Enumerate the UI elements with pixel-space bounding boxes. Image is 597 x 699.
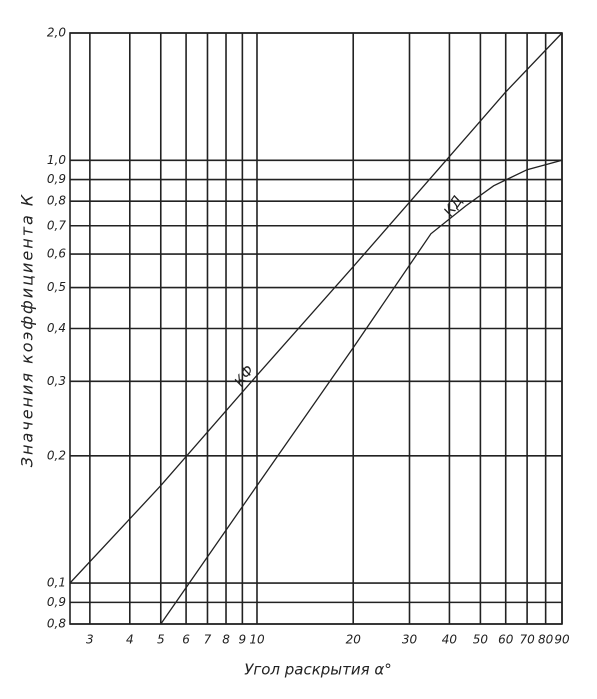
x-tick-label: 20: [346, 633, 362, 647]
x-tick-label: 4: [126, 633, 134, 647]
x-tick-label: 5: [157, 633, 165, 647]
y-tick-label: 2,0: [47, 26, 66, 40]
x-tick-label: 40: [442, 633, 458, 647]
x-tick-label: 9: [239, 633, 247, 647]
x-tick-label: 7: [204, 633, 212, 647]
curve-label: КД: [441, 193, 466, 219]
y-tick-label: 0,9: [47, 172, 66, 186]
x-axis-label: Угол раскрытия α°: [244, 661, 392, 679]
y-tick-label: 0,6: [47, 247, 66, 261]
y-axis-label: Значения коэффициента К: [18, 193, 37, 468]
y-tick-label: 0,3: [47, 374, 66, 388]
x-tick-label: 50: [473, 633, 489, 647]
x-tick-label: 8: [222, 633, 230, 647]
y-tick-label: 0,4: [47, 321, 66, 335]
x-tick-label: 70: [519, 633, 535, 647]
x-tick-label: 6: [182, 633, 190, 647]
x-tick-label: 90: [554, 633, 570, 647]
x-tick-label: 30: [402, 633, 418, 647]
y-tick-label: 0,5: [47, 280, 66, 294]
curve-label: КФ: [232, 363, 258, 390]
curve: [160, 159, 563, 625]
y-tick-label: 0,2: [47, 448, 66, 462]
y-tick-label: 0,9: [47, 595, 66, 609]
y-tick-label: 0,7: [47, 218, 66, 232]
x-tick-label: 60: [498, 633, 514, 647]
y-tick-label: 0,8: [47, 194, 66, 208]
x-tick-label: 3: [86, 633, 94, 647]
curve: [69, 32, 563, 584]
y-tick-label: 0,8: [47, 617, 66, 631]
y-tick-label: 0,1: [47, 576, 66, 590]
y-tick-label: 1,0: [47, 153, 66, 167]
x-tick-label: 80: [538, 633, 554, 647]
x-tick-label: 10: [249, 633, 265, 647]
